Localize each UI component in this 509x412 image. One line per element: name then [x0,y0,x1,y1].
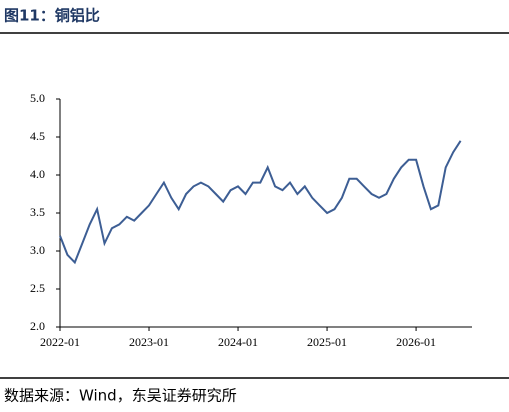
y-tick-label: 2.0 [30,319,45,333]
y-tick-label: 2.5 [30,281,45,295]
y-tick-label: 5.0 [30,91,45,105]
x-tick-label: 2024-01 [218,335,258,349]
x-tick-label: 2022-01 [40,335,80,349]
y-tick-label: 4.5 [30,129,45,143]
x-tick-label: 2026-01 [396,335,436,349]
chart-title: 图11：铜铝比 [4,7,100,25]
y-tick-label: 3.0 [30,243,45,257]
x-tick-label: 2025-01 [307,335,347,349]
data-line [59,140,462,265]
source-note: 数据来源：Wind，东吴证券研究所 [4,387,237,405]
y-tick-label: 4.0 [30,167,45,181]
x-tick-label: 2023-01 [129,335,169,349]
y-tick-label: 3.5 [30,205,45,219]
